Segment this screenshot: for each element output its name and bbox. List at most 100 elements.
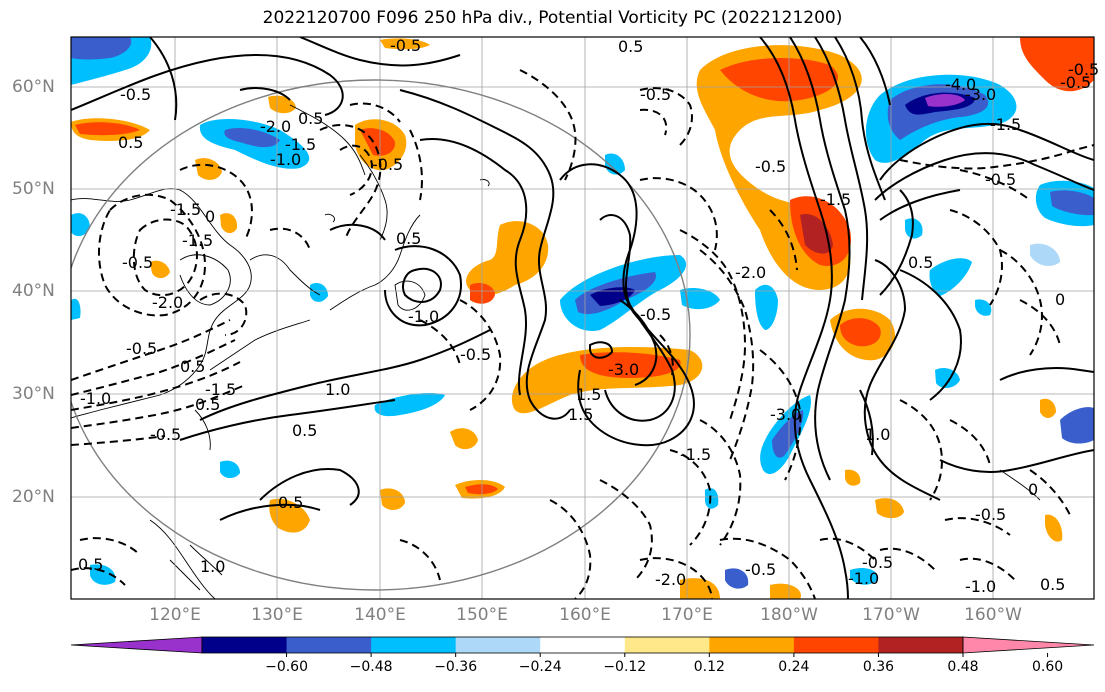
contour-label: -2.0 [260,117,291,136]
contour-label: -0.5 [150,425,181,444]
colorbar-tick-label: −0.60 [265,659,308,675]
colorbar-tick-label: −0.36 [434,659,478,675]
colorbar-frame [201,636,964,654]
colorbar-segment [624,637,710,653]
contour-label: -0.5 [460,345,491,364]
contour-label: 1.0 [325,380,350,399]
contour-label: 0.5 [908,253,933,272]
contour-label: -1.5 [990,115,1021,134]
colorbar-segment [540,637,626,653]
colorbar-segment [455,637,541,653]
contour-label: 0.5 [618,37,643,56]
lat-label-20n: 20°N [12,487,55,507]
lat-label-50n: 50°N [12,179,55,199]
colorbar-extend-max [962,636,1095,654]
colorbar-tick-label: 0.24 [778,659,810,675]
contour-label: -0.5 [1068,60,1099,79]
highlight-circle [71,79,691,591]
contour-label: -1.0 [80,389,111,408]
lon-label-180w: 180°W [760,605,818,625]
lon-label-170w: 170°W [862,605,920,625]
lon-label-160w: 160°W [964,605,1022,625]
contour-label: 0 [1055,290,1065,309]
contour-label-layer: -0.5 0.5 0.5 -0.5 -2.0 -1.5 0.5 -0.5 0.5… [78,36,1099,596]
contour-label: 0.5 [396,229,421,248]
contour-label: 0.5 [195,395,220,414]
colorbar-tick-label: 0.48 [947,659,979,675]
colorbar-extend-min [70,636,203,654]
colorbar-segment [371,637,457,653]
colorbar-segment [709,637,795,653]
contour-label: -0.5 [640,305,671,324]
contour-label: 0.5 [78,555,103,574]
colorbar-tick-label: −0.48 [349,659,393,675]
contour-label: -1.5 [182,231,213,250]
colorbar-segment [878,637,964,653]
contour-label: -1.5 [820,190,851,209]
contour-label: 0 [205,207,215,226]
contour-label: -0.5 [755,157,786,176]
negative-divergence-shading [71,37,1094,589]
map-title: 2022120700 F096 250 hPa div., Potential … [262,8,843,28]
contour-label: -2.0 [152,293,183,312]
lon-label-130e: 130°E [251,605,303,625]
contour-label: 1.0 [865,425,890,444]
plot-frame [70,36,1095,600]
colorbar-segment [793,637,879,653]
lat-label-60n: 60°N [12,77,55,97]
contour-label: -4.0 [945,75,976,94]
contour-label: -1.0 [408,307,439,326]
contour-label: 1.5 [576,385,601,404]
contour-label: 0.5 [292,421,317,440]
contour-label: -2.0 [655,570,686,589]
positive-divergence-shading [71,37,1094,599]
contour-label: -0.5 [975,505,1006,524]
contour-label: 0 [1028,480,1038,499]
contour-label: -0.5 [862,553,893,572]
contour-label: 1.0 [200,557,225,576]
contour-label: -0.5 [390,36,421,55]
lon-label-170e: 170°E [661,605,713,625]
contour-label: -0.5 [1060,73,1091,92]
positive-contours [71,37,1094,599]
contour-label: 1.5 [568,405,593,424]
colorbar-tick-label: −0.24 [518,659,562,675]
contour-label: -1.5 [205,380,236,399]
contour-label: -0.5 [122,253,153,272]
colorbar-tick-label: −0.12 [603,659,647,675]
contour-label: -0.5 [372,155,403,174]
contour-label: -3.0 [770,405,801,424]
colorbar-tick-label: 0.36 [862,659,895,675]
colorbar-segment [286,637,372,653]
contour-label: -3.0 [608,360,639,379]
contour-label: -0.5 [640,85,671,104]
contour-label: 0.5 [278,493,303,512]
contour-label: -1.0 [270,150,301,169]
colorbar-segment [202,637,288,653]
lon-label-150e: 150°E [456,605,508,625]
contour-label: -1.0 [965,577,996,596]
contour-label: -1.5 [680,445,711,464]
lon-label-140e: 140°E [354,605,406,625]
contour-label: -0.5 [120,85,151,104]
contour-label: -1.5 [170,200,201,219]
colorbar-tick-label: 0.12 [693,659,725,675]
graticule [71,37,1094,599]
contour-label: -2.0 [735,263,766,282]
lon-label-160e: 160°E [559,605,611,625]
lon-label-120e: 120°E [149,605,201,625]
contour-label: -0.5 [985,170,1016,189]
lat-label-40n: 40°N [12,281,55,301]
lat-label-30n: 30°N [12,384,55,404]
contour-label: 0.5 [118,133,143,152]
contour-label: -1.5 [285,135,316,154]
colorbar-tick-label: 0.60 [1031,659,1064,675]
contour-label: -3.0 [965,85,996,104]
colorbar [70,636,1095,657]
contour-label: -0.5 [126,339,157,358]
contour-label: -0.5 [745,560,776,579]
negative-contours [71,69,1094,599]
contour-label: 0.5 [298,109,323,128]
contour-label: -1.0 [848,569,879,588]
